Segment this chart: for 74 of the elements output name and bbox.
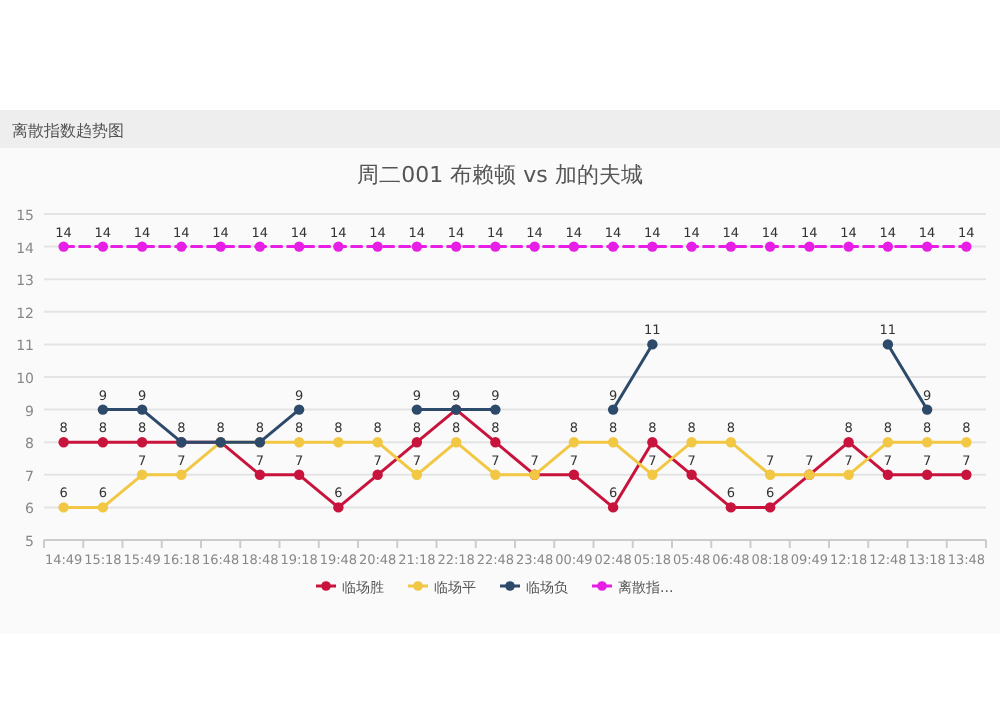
point — [686, 241, 697, 252]
point — [921, 437, 933, 448]
point — [568, 437, 580, 448]
point — [333, 502, 344, 513]
point — [843, 437, 854, 448]
point — [97, 241, 109, 252]
point — [764, 241, 776, 252]
point — [411, 469, 423, 480]
point — [882, 469, 894, 480]
text: 离散指数趋势图 — [12, 122, 124, 140]
point — [490, 469, 501, 480]
point — [176, 241, 187, 252]
point — [843, 469, 854, 480]
point — [58, 241, 69, 252]
point — [293, 404, 305, 415]
point — [686, 469, 697, 480]
point — [686, 437, 697, 448]
point — [97, 437, 109, 448]
point — [607, 502, 619, 513]
point — [293, 437, 305, 448]
point — [333, 437, 344, 448]
point — [176, 469, 187, 480]
point — [136, 404, 148, 415]
point — [215, 241, 226, 252]
point — [411, 241, 423, 252]
point — [333, 241, 344, 252]
point — [607, 241, 619, 252]
point — [490, 437, 501, 448]
point — [647, 469, 658, 480]
point — [490, 404, 501, 415]
point — [254, 469, 266, 480]
point — [372, 437, 383, 448]
point — [725, 437, 737, 448]
point — [882, 339, 894, 350]
point — [529, 241, 540, 252]
point — [97, 502, 109, 513]
point — [97, 404, 109, 415]
point — [607, 437, 619, 448]
point — [450, 437, 462, 448]
point — [921, 469, 933, 480]
point — [58, 437, 69, 448]
point — [647, 437, 658, 448]
point — [58, 502, 69, 513]
point — [882, 241, 894, 252]
point — [647, 339, 658, 350]
point — [961, 241, 972, 252]
point — [568, 469, 580, 480]
point — [725, 502, 737, 513]
point — [764, 502, 776, 513]
point — [411, 437, 423, 448]
point — [961, 437, 972, 448]
point — [568, 241, 580, 252]
point — [411, 404, 423, 415]
point — [136, 437, 148, 448]
point — [136, 469, 148, 480]
point — [254, 241, 266, 252]
point — [607, 404, 619, 415]
point — [490, 241, 501, 252]
point — [804, 241, 815, 252]
point — [921, 404, 933, 415]
point — [450, 241, 462, 252]
point — [843, 241, 854, 252]
point — [136, 241, 148, 252]
point — [647, 241, 658, 252]
point — [921, 241, 933, 252]
point — [961, 469, 972, 480]
point — [372, 469, 383, 480]
point — [725, 241, 737, 252]
point — [372, 241, 383, 252]
point — [293, 241, 305, 252]
chart-title: 周二001 布赖顿 vs 加的夫城 — [357, 162, 643, 188]
point — [764, 469, 776, 480]
point — [882, 437, 894, 448]
point — [293, 469, 305, 480]
